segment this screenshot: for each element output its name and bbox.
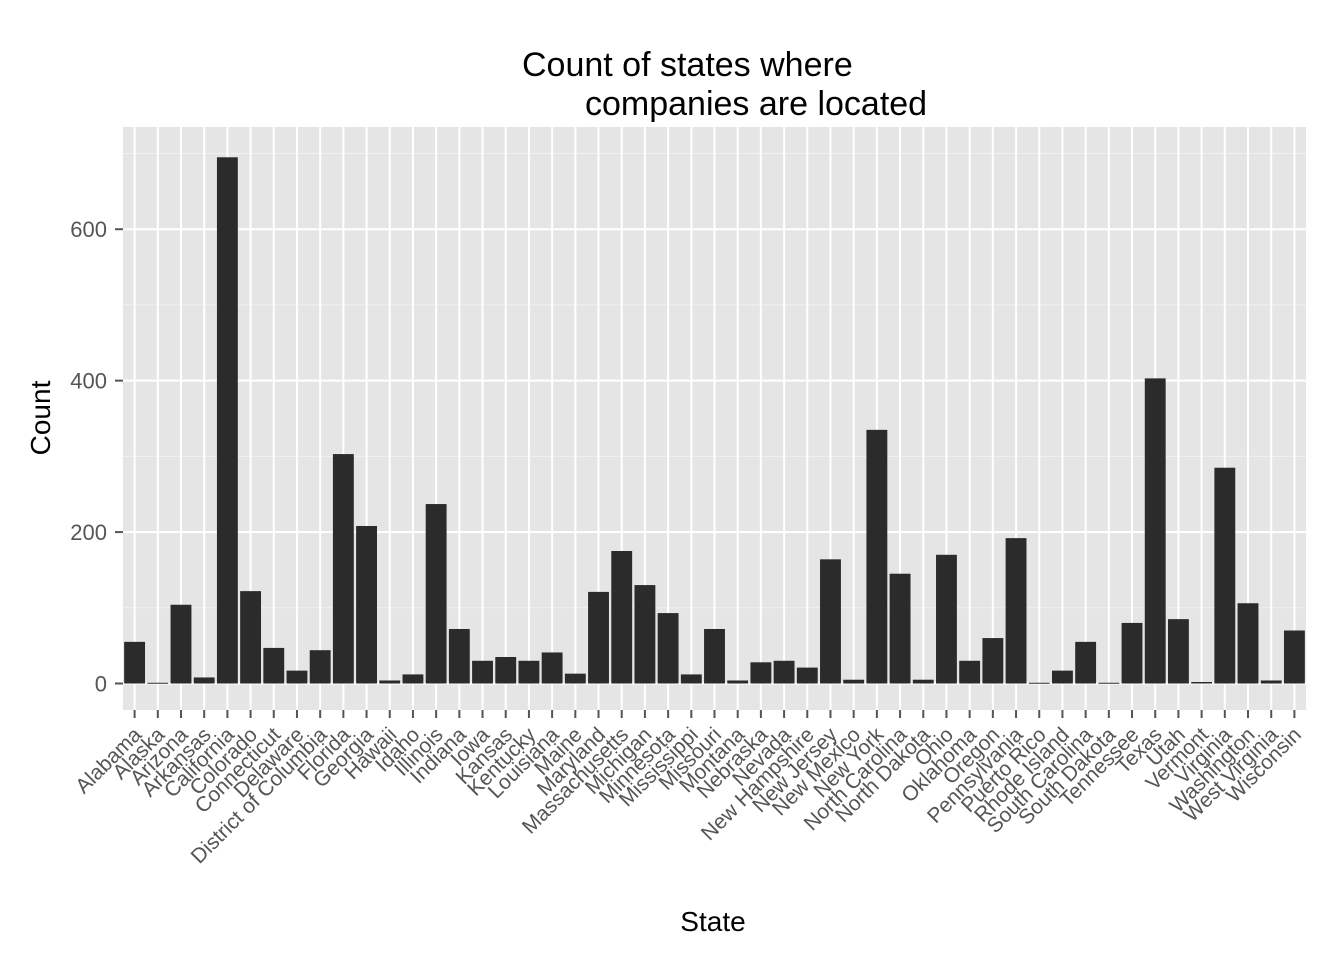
bar-georgia [356, 526, 377, 684]
y-tick-label: 0 [95, 672, 107, 697]
bar-utah [1167, 619, 1189, 684]
y-axis: 0 200 400 600 [70, 217, 123, 697]
bar-new-jersey [820, 559, 841, 684]
bar-colorado [240, 591, 262, 684]
plot-panel [123, 127, 1306, 710]
bar-rhode-island [1052, 670, 1073, 684]
bar-west-virginia [1260, 680, 1282, 684]
bar-hawaii [379, 680, 401, 684]
bar-massachusetts [611, 551, 633, 684]
bar-connecticut [263, 647, 285, 684]
bars-group [124, 157, 1305, 684]
bar-illinois [425, 504, 447, 684]
y-axis-title: Count [25, 380, 56, 455]
bar-wisconsin [1283, 630, 1305, 684]
bar-vermont [1191, 681, 1213, 684]
bar-texas [1144, 378, 1166, 684]
bar-north-carolina [889, 573, 911, 684]
chart-title-line-2: companies are located [585, 85, 927, 123]
bar-maryland [588, 591, 609, 684]
bar-louisiana [541, 652, 563, 684]
bar-minnesota [657, 613, 679, 684]
bar-michigan [634, 585, 656, 684]
bar-tennessee [1121, 622, 1143, 684]
bar-new-york [866, 429, 888, 684]
bar-california [216, 157, 238, 684]
bar-kentucky [518, 660, 540, 684]
bar-oregon [982, 638, 1004, 684]
y-tick-label: 200 [70, 520, 107, 545]
bar-south-dakota [1098, 682, 1120, 684]
bar-alaska [147, 682, 169, 684]
bar-kansas [495, 657, 517, 684]
bar-north-dakota [912, 679, 934, 684]
chart-title-line-1: Count of states where [522, 46, 853, 84]
bar-new-mexico [843, 679, 865, 684]
bar-missouri [704, 628, 725, 684]
bar-florida [332, 454, 354, 684]
bar-montana [727, 680, 749, 684]
bar-idaho [402, 674, 424, 684]
bar-south-carolina [1075, 641, 1097, 684]
bar-ohio [936, 554, 957, 684]
bar-washington [1237, 603, 1259, 684]
x-axis-title: State [680, 906, 745, 937]
bar-mississippi [680, 674, 702, 684]
bar-arkansas [193, 677, 215, 684]
bar-oklahoma [959, 660, 981, 684]
bar-nevada [773, 660, 795, 684]
bar-alabama [124, 641, 146, 684]
bar-maine [564, 673, 586, 684]
bar-new-hampshire [796, 667, 818, 684]
bar-pennsylvania [1005, 538, 1027, 684]
bar-delaware [286, 670, 308, 684]
y-tick-label: 400 [70, 369, 107, 394]
bar-iowa [472, 660, 493, 684]
bar-district-of-columbia [309, 650, 331, 684]
x-axis: AlabamaAlaskaArizonaArkansasCaliforniaCo… [71, 710, 1306, 868]
bar-virginia [1214, 467, 1236, 684]
bar-arizona [170, 604, 192, 684]
y-tick-label: 600 [70, 217, 107, 242]
bar-nebraska [750, 662, 772, 684]
bar-indiana [448, 628, 470, 684]
bar-puerto-rico [1028, 682, 1050, 684]
